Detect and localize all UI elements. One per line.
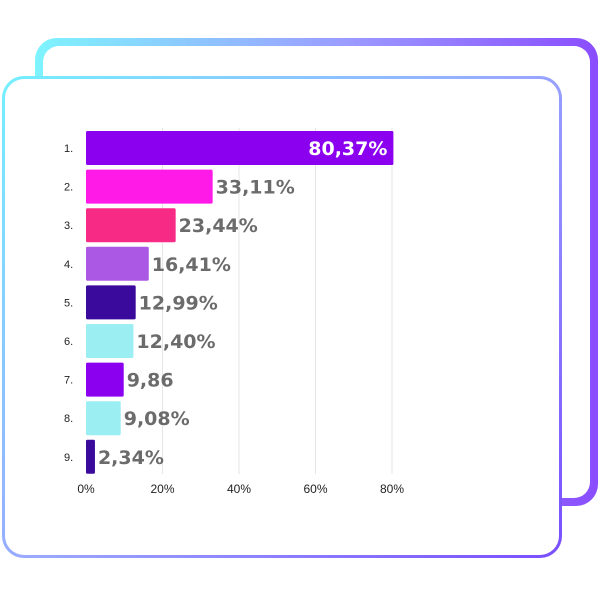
bar [86, 401, 121, 436]
bar [86, 285, 136, 320]
category-label: 3. [64, 220, 73, 232]
x-tick-label: 40% [227, 482, 251, 496]
data-label: 12,99% [139, 292, 218, 314]
bar [86, 131, 394, 165]
data-label: 2,34% [98, 447, 164, 469]
bar [86, 324, 134, 358]
data-label: 16,41% [152, 254, 231, 276]
data-label: 23,44% [179, 215, 258, 237]
category-label: 1. [64, 143, 73, 155]
category-label: 6. [64, 336, 73, 348]
x-tick-label: 0% [77, 482, 95, 496]
category-label: 5. [64, 297, 73, 309]
bar [86, 169, 213, 204]
data-label: 80,37% [308, 138, 387, 160]
category-label: 8. [64, 413, 73, 425]
data-label: 12,40% [136, 331, 215, 353]
category-label: 7. [64, 375, 73, 387]
x-tick-label: 20% [150, 482, 174, 496]
data-label: 9,86 [127, 370, 174, 392]
category-label: 2. [64, 182, 73, 194]
category-label: 4. [64, 259, 73, 271]
bar [86, 362, 124, 397]
data-label: 33,11% [216, 177, 295, 199]
x-tick-label: 80% [380, 482, 404, 496]
category-label: 9. [64, 452, 73, 464]
bar [86, 246, 149, 281]
data-label: 9,08% [124, 408, 190, 430]
bar [86, 439, 95, 474]
x-tick-label: 60% [303, 482, 327, 496]
bar [86, 208, 176, 243]
